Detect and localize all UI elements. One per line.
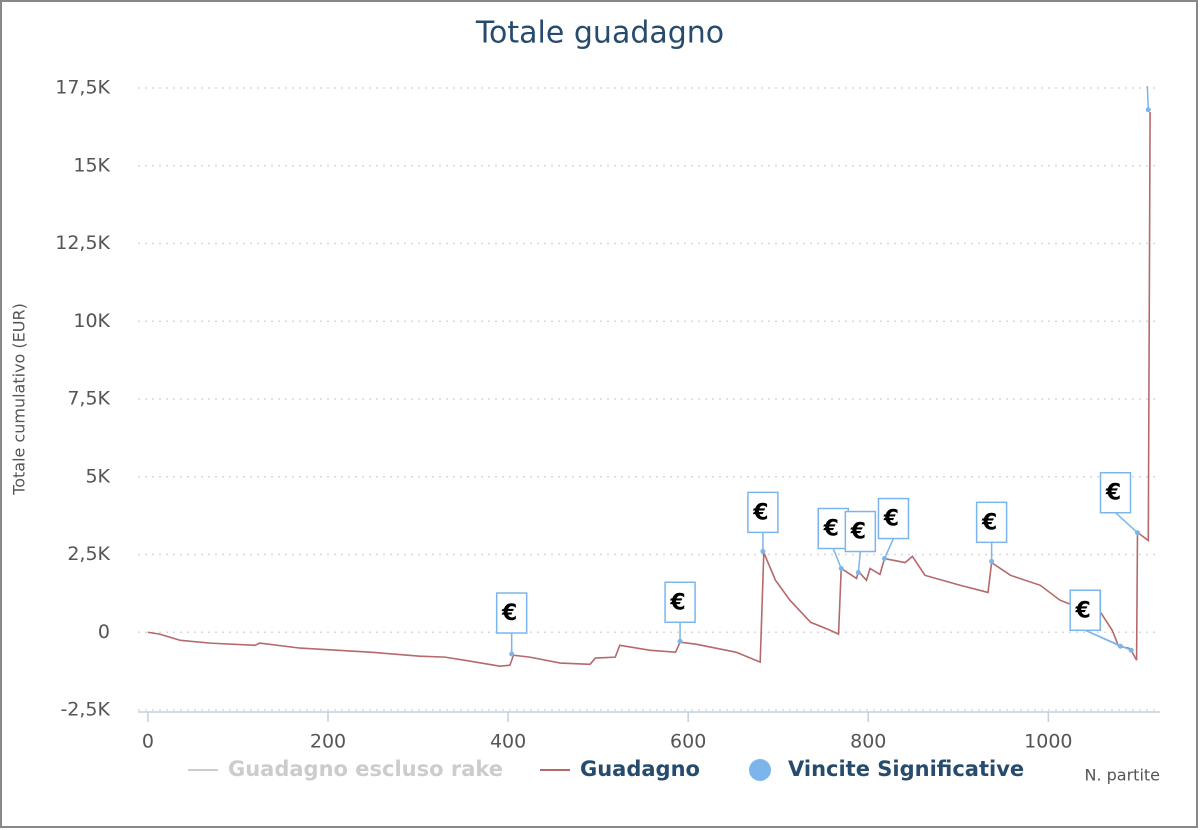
win-annotation: € bbox=[1146, 86, 1150, 110]
win-point bbox=[677, 638, 683, 644]
win-annotation: € bbox=[1069, 589, 1132, 651]
x-tick-label: 0 bbox=[142, 731, 154, 753]
legend-label: Vincite Significative bbox=[788, 757, 1024, 781]
x-tick-label: 600 bbox=[670, 731, 706, 753]
annotation-label: € bbox=[823, 516, 839, 541]
y-tick-label: -2,5K bbox=[60, 699, 110, 721]
win-point bbox=[855, 570, 861, 576]
annotation-label: € bbox=[1075, 598, 1091, 623]
annotation-box bbox=[664, 581, 696, 624]
annotation-connector bbox=[883, 538, 895, 559]
annotation-label: € bbox=[752, 500, 768, 525]
win-annotation: € bbox=[664, 581, 696, 642]
win-point bbox=[989, 558, 995, 564]
win-annotation: € bbox=[817, 507, 849, 569]
legend-item[interactable]: Vincite Significative bbox=[749, 757, 1024, 781]
y-tick-label: 15K bbox=[73, 154, 110, 176]
win-annotation: € bbox=[844, 510, 877, 573]
annotation-connector bbox=[832, 548, 842, 569]
x-tick-label: 400 bbox=[490, 731, 526, 753]
annotation-label: € bbox=[850, 520, 866, 545]
y-tick-label: 10K bbox=[73, 310, 110, 332]
annotation-box bbox=[1069, 589, 1101, 632]
y-axis-title: Totale cumulativo (EUR) bbox=[10, 303, 29, 496]
legend-label: Guadagno escluso rake bbox=[228, 757, 503, 781]
win-annotation: € bbox=[975, 501, 1008, 562]
y-tick-label: 7,5K bbox=[67, 388, 110, 410]
annotation-box bbox=[844, 510, 877, 553]
annotation-box bbox=[975, 501, 1008, 544]
win-point bbox=[1128, 647, 1134, 653]
x-axis-title: N. partite bbox=[1084, 766, 1160, 785]
y-tick-label: 2,5K bbox=[67, 543, 110, 565]
annotation-box bbox=[1099, 471, 1132, 514]
plot-area: €€€€€€€€€€€ bbox=[147, 86, 1151, 667]
annotation-label: € bbox=[1105, 481, 1121, 506]
win-point bbox=[760, 548, 766, 554]
chart-title: Totale guadagno bbox=[475, 16, 724, 51]
y-tick-label: 17,5K bbox=[55, 77, 110, 99]
y-tick-label: 0 bbox=[98, 621, 110, 643]
x-tick-label: 800 bbox=[850, 731, 886, 753]
annotation-label: € bbox=[669, 590, 685, 615]
win-point bbox=[881, 556, 887, 562]
win-annotation: € bbox=[1099, 471, 1138, 534]
annotation-connector bbox=[1146, 86, 1150, 110]
win-point bbox=[838, 565, 844, 571]
annotation-connector bbox=[1114, 512, 1138, 534]
annotation-connector bbox=[1084, 629, 1132, 651]
legend-item[interactable]: Guadagno bbox=[540, 757, 700, 781]
y-tick-label: 12,5K bbox=[55, 232, 110, 254]
win-point bbox=[509, 651, 515, 657]
win-annotation: € bbox=[877, 497, 910, 559]
win-point bbox=[1134, 530, 1140, 536]
annotation-label: € bbox=[501, 601, 517, 626]
annotation-box bbox=[817, 507, 849, 550]
win-point bbox=[1145, 107, 1151, 113]
legend-item[interactable]: Guadagno escluso rake bbox=[188, 757, 503, 781]
annotation-label: € bbox=[883, 507, 899, 532]
annotation-label: € bbox=[981, 510, 997, 535]
win-annotation: € bbox=[747, 491, 779, 552]
x-tick-label: 200 bbox=[310, 731, 346, 753]
x-tick-label: 1000 bbox=[1024, 731, 1072, 753]
annotation-box bbox=[747, 491, 779, 534]
y-tick-label: 5K bbox=[85, 465, 110, 487]
win-annotation: € bbox=[495, 592, 528, 655]
legend-symbol bbox=[749, 759, 771, 781]
annotation-box bbox=[877, 497, 910, 540]
annotation-connector bbox=[857, 551, 862, 573]
legend-label: Guadagno bbox=[580, 757, 700, 781]
annotation-box bbox=[495, 592, 528, 634]
